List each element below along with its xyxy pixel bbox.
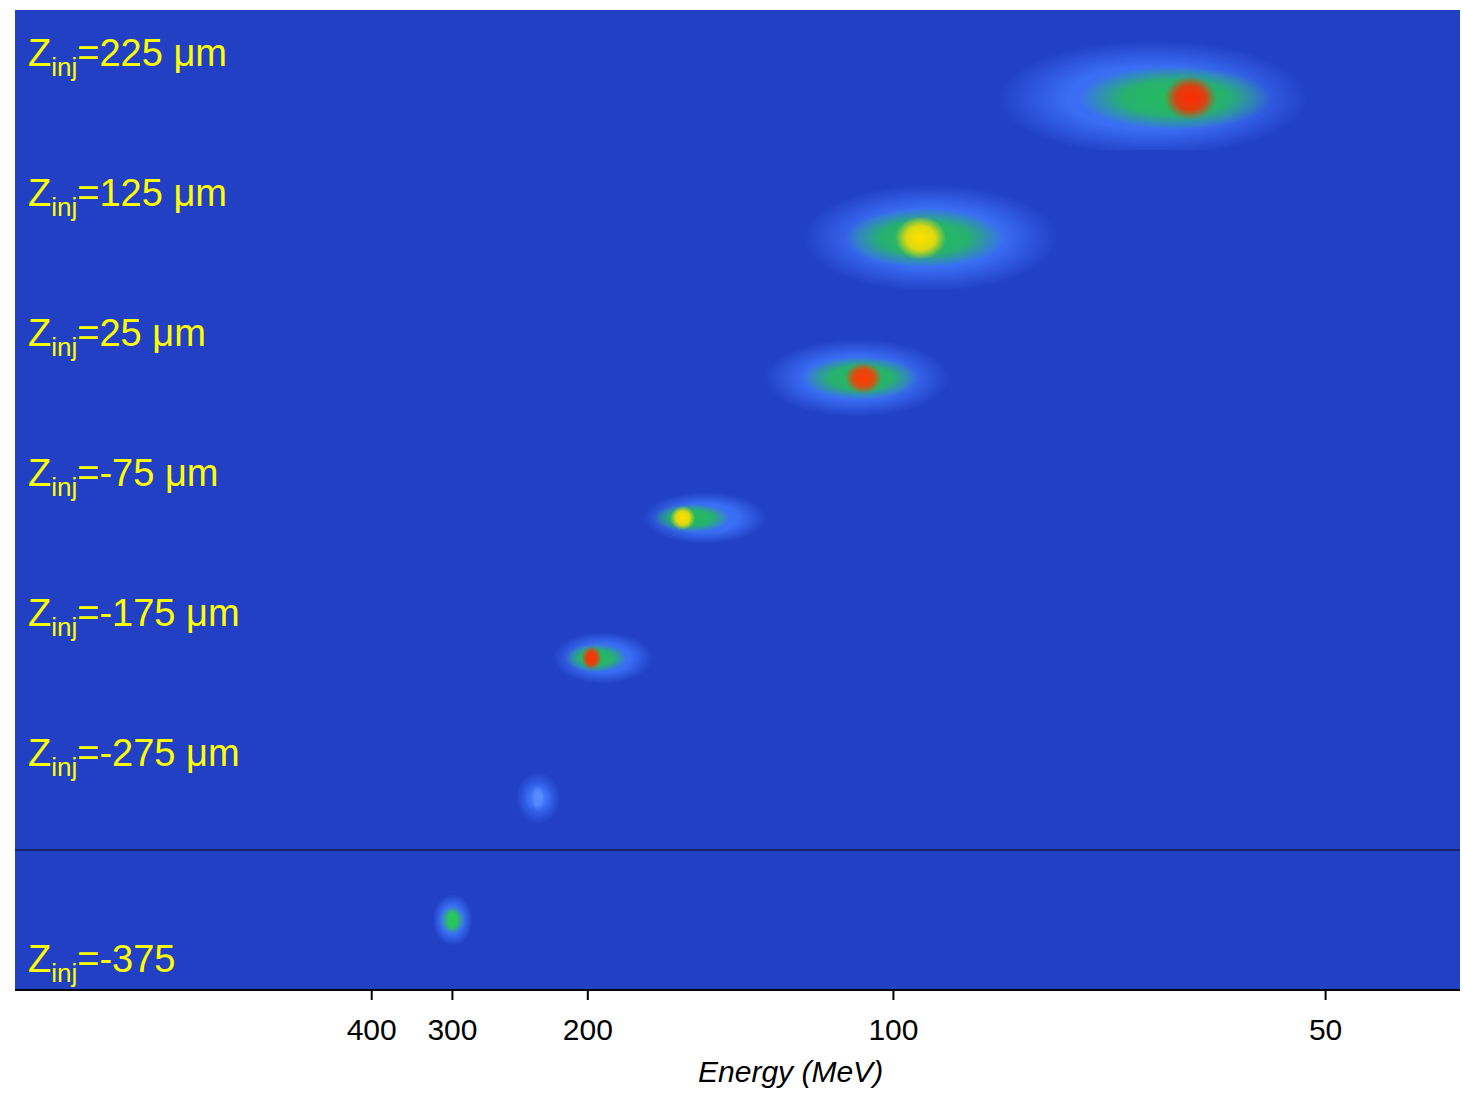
halo — [516, 772, 561, 824]
spectrum-panel — [997, 40, 1309, 150]
panel-label: Zinj=-275 μm — [28, 732, 240, 782]
mid-intensity — [440, 906, 465, 935]
tick — [587, 990, 589, 1000]
label-value: =-75 μm — [77, 452, 218, 494]
halo — [643, 492, 767, 544]
spectrum-panel — [433, 894, 473, 946]
tick — [371, 990, 373, 1000]
mid-intensity — [524, 784, 552, 813]
x-axis — [15, 989, 1460, 991]
chart: Zinj=225 μmZinj=125 μmZinj=25 μmZinj=-75… — [0, 0, 1463, 1104]
tick-label: 200 — [563, 1013, 613, 1046]
tick — [1325, 990, 1327, 1000]
subscript: inj — [51, 192, 77, 222]
panel-label: Zinj=-75 μm — [28, 452, 218, 502]
subscript: inj — [51, 752, 77, 782]
subscript: inj — [51, 52, 77, 82]
peak — [670, 506, 695, 530]
mid-intensity — [803, 357, 918, 400]
label-value: =25 μm — [77, 312, 206, 354]
mid-intensity — [845, 208, 1004, 267]
spectrum-panel — [553, 632, 653, 684]
mid-intensity — [565, 644, 627, 673]
tick-label: 100 — [868, 1013, 918, 1046]
symbol: Z — [28, 312, 51, 354]
tick-label: 400 — [347, 1013, 397, 1046]
symbol: Z — [28, 732, 51, 774]
label-value: =-175 μm — [77, 592, 239, 634]
peak — [845, 362, 882, 393]
panel-label: Zinj=25 μm — [28, 312, 206, 362]
spectrum-panel — [643, 492, 767, 544]
background — [15, 10, 1460, 990]
peak — [895, 216, 946, 259]
spectrum-panel — [803, 184, 1059, 290]
mid-intensity — [1079, 66, 1272, 130]
mid-intensity — [653, 504, 730, 533]
panel-label: Zinj=-175 μm — [28, 592, 240, 642]
tick-label: 50 — [1309, 1013, 1342, 1046]
subscript: inj — [51, 958, 77, 988]
symbol: Z — [28, 938, 51, 980]
panel-label: Zinj=125 μm — [28, 172, 227, 222]
peak — [531, 786, 545, 810]
subscript: inj — [51, 332, 77, 362]
peak — [1164, 76, 1216, 120]
halo — [803, 184, 1059, 290]
symbol: Z — [28, 592, 51, 634]
symbol: Z — [28, 32, 51, 74]
subscript: inj — [51, 612, 77, 642]
peak — [582, 646, 602, 670]
spectrum-panel — [764, 339, 950, 417]
x-axis-title: Energy (MeV) — [698, 1055, 883, 1088]
symbol: Z — [28, 452, 51, 494]
symbol: Z — [28, 172, 51, 214]
tick — [892, 990, 894, 1000]
tick — [451, 990, 453, 1000]
halo — [997, 40, 1309, 150]
label-value: =-275 μm — [77, 732, 239, 774]
halo — [764, 339, 950, 417]
tick-label: 300 — [427, 1013, 477, 1046]
panel-label: Zinj=225 μm — [28, 32, 227, 82]
halo — [433, 894, 473, 946]
label-value: =225 μm — [77, 32, 227, 74]
halo — [553, 632, 653, 684]
label-value: =125 μm — [77, 172, 227, 214]
spectrum-panel — [516, 772, 561, 824]
panel-label: Zinj=-375 — [28, 938, 175, 988]
separator — [15, 849, 1460, 851]
label-value: =-375 — [77, 938, 175, 980]
peak — [445, 908, 459, 932]
subscript: inj — [51, 472, 77, 502]
